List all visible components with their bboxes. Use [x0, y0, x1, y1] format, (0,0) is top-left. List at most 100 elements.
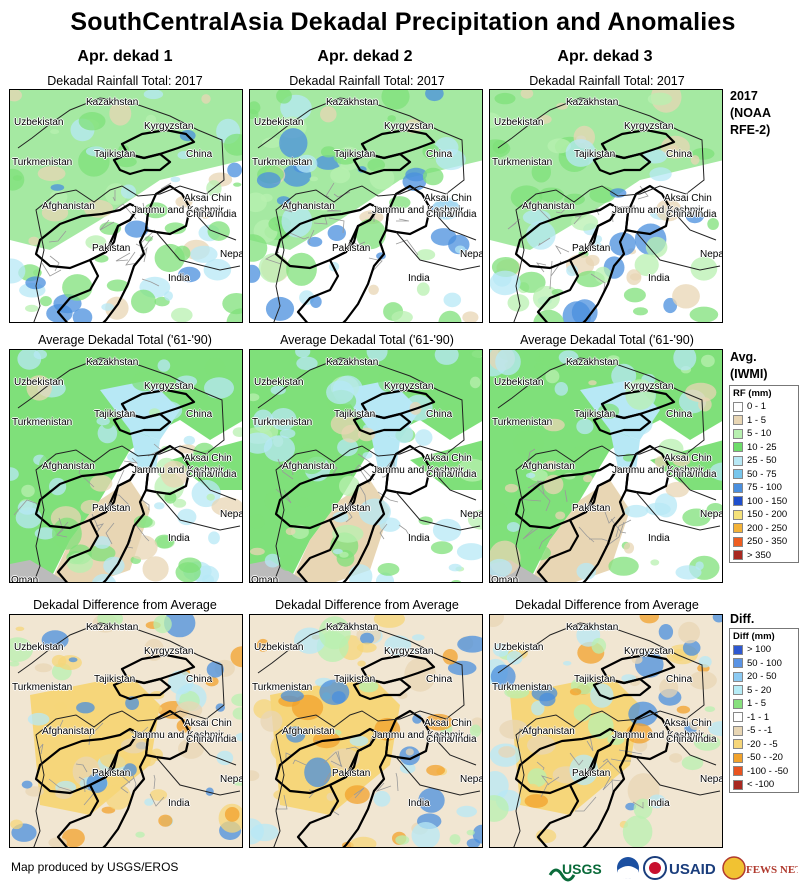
map-canvas — [10, 90, 242, 322]
map-label-pakistan: Pakistan — [92, 243, 131, 254]
map-label-kazakhstan: Kazakhstan — [566, 97, 619, 108]
map-label-aksai-chin: Aksai Chin — [424, 193, 472, 204]
legend-label: 0 - 1 — [747, 401, 767, 413]
map-label-china-india: China/India — [186, 734, 237, 745]
legend-swatch — [733, 496, 743, 507]
map-rainfall-dekad-3: Kazakhstan Uzbekistan Kyrgyzstan Turkmenist… — [489, 89, 723, 323]
legend-entry: 75 - 100 — [730, 481, 798, 495]
map-label-pakistan: Pakistan — [572, 243, 611, 254]
side-header-row1: 2017 (NOAA RFE-2) — [730, 88, 771, 139]
map-label-kyrgyzstan: Kyrgyzstan — [384, 381, 434, 392]
legend-label: -100 - -50 — [747, 765, 789, 777]
map-label-china: China — [426, 674, 453, 685]
panel-title-r2c1: Average Dekadal Total ('61-'90) — [38, 333, 212, 347]
legend-swatch — [733, 644, 743, 655]
panel-title-r2c3: Average Dekadal Total ('61-'90) — [520, 333, 694, 347]
map-label-pakistan: Pakistan — [332, 768, 371, 779]
legend-entry: 1 - 5 — [730, 697, 798, 711]
map-label-uzbekistan: Uzbekistan — [494, 117, 544, 128]
map-label-kazakhstan: Kazakhstan — [86, 97, 139, 108]
fews-net-logo: FEWS NET — [722, 856, 803, 880]
map-difference-dekad-2: Kazakhstan Uzbekistan Kyrgyzstan Turkmenist… — [249, 614, 483, 848]
map-label-turkmenistan: Turkmenistan — [252, 682, 313, 693]
map-label-china-india: China/India — [426, 209, 477, 220]
map-label-tajikistan: Tajikistan — [334, 149, 376, 160]
legend-entry: 25 - 50 — [730, 454, 798, 468]
map-label-china-india: China/India — [666, 209, 717, 220]
map-label-aksai-chin: Aksai Chin — [184, 193, 232, 204]
map-label-aksai-chin: Aksai Chin — [424, 718, 472, 729]
map-label-tajikistan: Tajikistan — [574, 409, 616, 420]
map-label-china-india: China/India — [186, 209, 237, 220]
map-label-india: India — [648, 273, 670, 284]
map-label-turkmenistan: Turkmenistan — [252, 417, 313, 428]
legend-swatch — [733, 698, 743, 709]
panel-title-r1c3: Dekadal Rainfall Total: 2017 — [529, 74, 685, 88]
legend-swatch — [733, 739, 743, 750]
map-label-jammu-kashmir: Jammu and Kashmir — [372, 465, 464, 476]
usaid-logo: USAID — [643, 856, 716, 880]
panel-title-r1c2: Dekadal Rainfall Total: 2017 — [289, 74, 445, 88]
legend-swatch — [733, 523, 743, 534]
legend-label: 50 - 100 — [747, 657, 782, 669]
map-label-jammu-kashmir: Jammu and Kashmir — [372, 205, 464, 216]
map-label-turkmenistan: Turkmenistan — [12, 417, 73, 428]
map-label-china: China — [426, 409, 453, 420]
map-label-uzbekistan: Uzbekistan — [14, 642, 64, 653]
legend-entry: 150 - 200 — [730, 508, 798, 522]
map-label-afghanistan: Afghanistan — [522, 201, 575, 212]
map-label-tajikistan: Tajikistan — [334, 409, 376, 420]
rainfall-legend-title: RF (mm) — [733, 388, 772, 399]
logo-strip: USGS USAID FEWS NET — [548, 855, 803, 885]
map-label-jammu-kashmir: Jammu and Kashmir — [132, 730, 224, 741]
legend-swatch — [733, 415, 743, 426]
map-label-kyrgyzstan: Kyrgyzstan — [144, 121, 194, 132]
noaa-logo — [617, 857, 639, 879]
map-label-china: China — [666, 409, 693, 420]
map-label-aksai-chin: Aksai Chin — [424, 453, 472, 464]
column-header-dekad-2: Apr. dekad 2 — [317, 48, 413, 65]
map-label-china-india: China/India — [666, 734, 717, 745]
map-label-kazakhstan: Kazakhstan — [86, 357, 139, 368]
map-canvas — [250, 90, 482, 322]
map-label-india: India — [648, 533, 670, 544]
map-label-tajikistan: Tajikistan — [334, 674, 376, 685]
map-canvas — [490, 350, 722, 582]
legend-label: 100 - 150 — [747, 495, 788, 507]
map-label-india: India — [168, 533, 190, 544]
legend-label: 200 - 250 — [747, 522, 788, 534]
map-label-uzbekistan: Uzbekistan — [494, 642, 544, 653]
map-label-jammu-kashmir: Jammu and Kashmir — [612, 205, 704, 216]
legend-swatch — [733, 469, 743, 480]
map-canvas — [490, 615, 722, 847]
usaid-logo-text: USAID — [669, 861, 716, 878]
legend-entry: 100 - 150 — [730, 495, 798, 509]
map-label-turkmenistan: Turkmenistan — [12, 157, 73, 168]
legend-swatch — [733, 455, 743, 466]
legend-entry: 0 - 1 — [730, 400, 798, 414]
legend-swatch — [733, 550, 743, 561]
legend-entry: < -100 — [730, 778, 798, 792]
legend-swatch — [733, 482, 743, 493]
legend-swatch — [733, 658, 743, 669]
legend-label: 20 - 50 — [747, 671, 777, 683]
map-label-nepal: Nepal — [220, 774, 242, 785]
legend-swatch — [733, 685, 743, 696]
map-difference-dekad-1: Kazakhstan Uzbekistan Kyrgyzstan Turkmenist… — [9, 614, 243, 848]
map-label-pakistan: Pakistan — [332, 243, 371, 254]
legend-entry: 1 - 5 — [730, 414, 798, 428]
legend-label: -20 - -5 — [747, 738, 778, 750]
side-header-line: Avg. — [730, 350, 757, 364]
legend-label: 10 - 25 — [747, 441, 777, 453]
map-label-china-india: China/India — [426, 469, 477, 480]
map-average-dekad-2: Kazakhstan Uzbekistan Kyrgyzstan Turkmenist… — [249, 349, 483, 583]
legend-swatch — [733, 671, 743, 682]
map-label-india: India — [648, 798, 670, 809]
fews-net-logo-text: FEWS NET — [746, 864, 798, 876]
map-label-jammu-kashmir: Jammu and Kashmir — [612, 730, 704, 741]
map-label-china: China — [186, 409, 213, 420]
legend-label: 5 - 10 — [747, 428, 772, 440]
map-label-jammu-kashmir: Jammu and Kashmir — [372, 730, 464, 741]
map-label-kazakhstan: Kazakhstan — [566, 357, 619, 368]
map-label-aksai-chin: Aksai Chin — [664, 453, 712, 464]
